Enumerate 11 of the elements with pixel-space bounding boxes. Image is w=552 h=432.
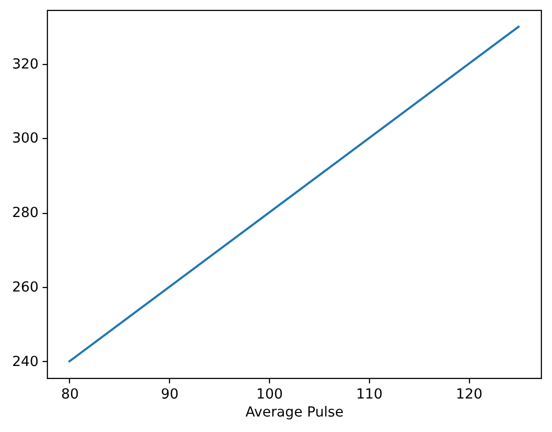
x-axis-title: Average Pulse <box>245 404 344 420</box>
x-tick-label: 80 <box>61 386 79 402</box>
x-tick-label: 90 <box>160 386 179 402</box>
x-tick-label: 120 <box>456 386 482 402</box>
y-tick-label: 300 <box>12 130 39 147</box>
y-tick-label: 320 <box>12 56 39 72</box>
y-tick-label: 260 <box>12 279 39 296</box>
x-tick-label: 110 <box>356 386 383 402</box>
y-tick-label: 240 <box>12 354 39 370</box>
x-tick-label: 100 <box>256 386 283 402</box>
y-tick-label: 280 <box>12 205 39 222</box>
